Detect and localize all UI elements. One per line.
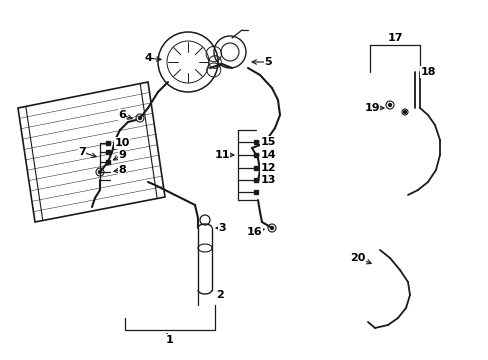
Circle shape (403, 111, 406, 113)
Text: 16: 16 (246, 227, 262, 237)
Text: 6: 6 (118, 110, 126, 120)
Text: 3: 3 (218, 223, 225, 233)
Text: 20: 20 (349, 253, 365, 263)
Circle shape (138, 117, 141, 120)
Text: 5: 5 (264, 57, 271, 67)
Circle shape (98, 171, 102, 174)
Text: 7: 7 (78, 147, 86, 157)
Text: 17: 17 (386, 33, 402, 43)
Text: 2: 2 (216, 290, 224, 300)
Text: 12: 12 (260, 163, 275, 173)
Text: 9: 9 (118, 150, 126, 160)
Text: 10: 10 (114, 138, 129, 148)
Circle shape (387, 104, 391, 107)
Text: 15: 15 (260, 137, 275, 147)
Circle shape (270, 226, 273, 230)
Text: 19: 19 (364, 103, 379, 113)
Text: 18: 18 (419, 67, 435, 77)
Text: 13: 13 (260, 175, 275, 185)
Text: 1: 1 (166, 335, 174, 345)
Text: 14: 14 (260, 150, 275, 160)
Text: 8: 8 (118, 165, 125, 175)
Text: 11: 11 (214, 150, 229, 160)
Text: 4: 4 (144, 53, 152, 63)
